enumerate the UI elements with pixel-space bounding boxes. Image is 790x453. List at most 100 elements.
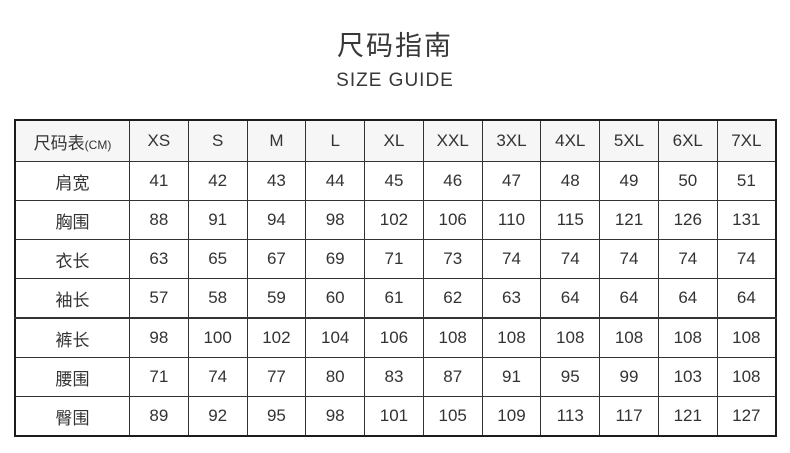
size-cell: 64 <box>540 278 601 319</box>
row-label: 衣长 <box>14 239 130 279</box>
size-cell: 91 <box>481 357 542 397</box>
size-column-header: XS <box>129 119 189 162</box>
size-column-header: M <box>246 119 307 162</box>
size-cell: 108 <box>599 317 659 358</box>
size-column-header: 6XL <box>657 119 718 162</box>
size-guide-page: 尺码指南 SIZE GUIDE 尺码表(CM) XS S M L XL XXL 3XL 4XL… <box>0 28 790 453</box>
size-cell: 100 <box>187 317 248 358</box>
size-cell: 69 <box>305 239 366 279</box>
size-column-header: S <box>187 119 248 162</box>
size-cell: 74 <box>187 357 248 397</box>
size-cell: 108 <box>481 317 542 358</box>
size-cell: 103 <box>657 357 718 397</box>
size-cell: 67 <box>246 239 307 279</box>
size-cell: 106 <box>422 200 483 240</box>
size-cell: 71 <box>364 239 424 279</box>
size-table-unit: (CM) <box>84 137 112 152</box>
size-cell: 101 <box>364 396 424 437</box>
size-cell: 108 <box>716 357 777 397</box>
row-label: 腰围 <box>14 357 130 397</box>
size-cell: 98 <box>305 396 366 437</box>
size-cell: 45 <box>364 161 424 201</box>
size-table-header-row: 尺码表(CM) XS S M L XL XXL 3XL 4XL 5XL 6XL 7XL <box>14 119 777 162</box>
size-cell: 58 <box>187 278 248 319</box>
size-cell: 95 <box>540 357 601 397</box>
size-cell: 126 <box>657 200 718 240</box>
table-row: 腰围 71 74 77 80 83 87 91 95 99 103 108 <box>14 357 777 397</box>
size-table: 尺码表(CM) XS S M L XL XXL 3XL 4XL 5XL 6XL 7XL 肩宽 41 42… <box>14 119 777 437</box>
size-cell: 74 <box>657 239 718 279</box>
row-label: 裤长 <box>14 317 130 358</box>
size-cell: 59 <box>246 278 307 319</box>
size-cell: 102 <box>246 317 307 358</box>
size-cell: 89 <box>129 396 189 437</box>
size-cell: 60 <box>305 278 366 319</box>
size-cell: 62 <box>422 278 483 319</box>
table-row: 臀围 89 92 95 98 101 105 109 113 117 121 127 <box>14 396 777 437</box>
size-cell: 108 <box>716 317 777 358</box>
size-column-header: 5XL <box>599 119 659 162</box>
size-cell: 121 <box>657 396 718 437</box>
size-cell: 77 <box>246 357 307 397</box>
size-cell: 108 <box>540 317 601 358</box>
size-cell: 87 <box>422 357 483 397</box>
size-cell: 73 <box>422 239 483 279</box>
size-column-header: XXL <box>422 119 483 162</box>
size-cell: 49 <box>599 161 659 201</box>
size-cell: 42 <box>187 161 248 201</box>
size-cell: 64 <box>599 278 659 319</box>
row-label: 臀围 <box>14 396 130 437</box>
size-cell: 117 <box>599 396 659 437</box>
page-subtitle: SIZE GUIDE <box>336 70 454 91</box>
size-cell: 91 <box>187 200 248 240</box>
size-cell: 108 <box>657 317 718 358</box>
size-cell: 74 <box>716 239 777 279</box>
size-cell: 104 <box>305 317 366 358</box>
size-cell: 63 <box>481 278 542 319</box>
size-cell: 94 <box>246 200 307 240</box>
table-row: 肩宽 41 42 43 44 45 46 47 48 49 50 51 <box>14 161 777 201</box>
size-cell: 44 <box>305 161 366 201</box>
size-cell: 92 <box>187 396 248 437</box>
size-cell: 63 <box>129 239 189 279</box>
size-cell: 88 <box>129 200 189 240</box>
size-cell: 74 <box>599 239 659 279</box>
size-table-corner-cell: 尺码表(CM) <box>14 119 130 162</box>
size-cell: 95 <box>246 396 307 437</box>
table-row: 胸围 88 91 94 98 102 106 110 115 121 126 131 <box>14 200 777 240</box>
size-table-label: 尺码表 <box>33 133 85 153</box>
size-cell: 43 <box>246 161 307 201</box>
size-cell: 102 <box>364 200 424 240</box>
size-cell: 41 <box>129 161 189 201</box>
size-cell: 64 <box>716 278 777 319</box>
table-row: 衣长 63 65 67 69 71 73 74 74 74 74 74 <box>14 239 777 279</box>
size-cell: 61 <box>364 278 424 319</box>
size-cell: 51 <box>716 161 777 201</box>
size-cell: 110 <box>481 200 542 240</box>
size-cell: 113 <box>540 396 601 437</box>
size-cell: 106 <box>364 317 424 358</box>
size-cell: 98 <box>129 317 189 358</box>
size-cell: 99 <box>599 357 659 397</box>
table-row: 裤长 98 100 102 104 106 108 108 108 108 108 108 <box>14 317 777 358</box>
size-cell: 131 <box>716 200 777 240</box>
size-column-header: 7XL <box>716 119 777 162</box>
page-title: 尺码指南 <box>337 31 453 61</box>
size-cell: 64 <box>657 278 718 319</box>
size-cell: 83 <box>364 357 424 397</box>
size-cell: 108 <box>422 317 483 358</box>
size-cell: 127 <box>716 396 777 437</box>
size-cell: 121 <box>599 200 659 240</box>
size-column-header: XL <box>364 119 424 162</box>
size-cell: 98 <box>305 200 366 240</box>
size-cell: 46 <box>422 161 483 201</box>
row-label: 肩宽 <box>14 161 130 201</box>
row-label: 胸围 <box>14 200 130 240</box>
size-cell: 71 <box>129 357 189 397</box>
size-column-header: 3XL <box>481 119 542 162</box>
size-column-header: L <box>305 119 366 162</box>
size-cell: 74 <box>540 239 601 279</box>
size-cell: 115 <box>540 200 601 240</box>
size-column-header: 4XL <box>540 119 601 162</box>
size-cell: 109 <box>481 396 542 437</box>
